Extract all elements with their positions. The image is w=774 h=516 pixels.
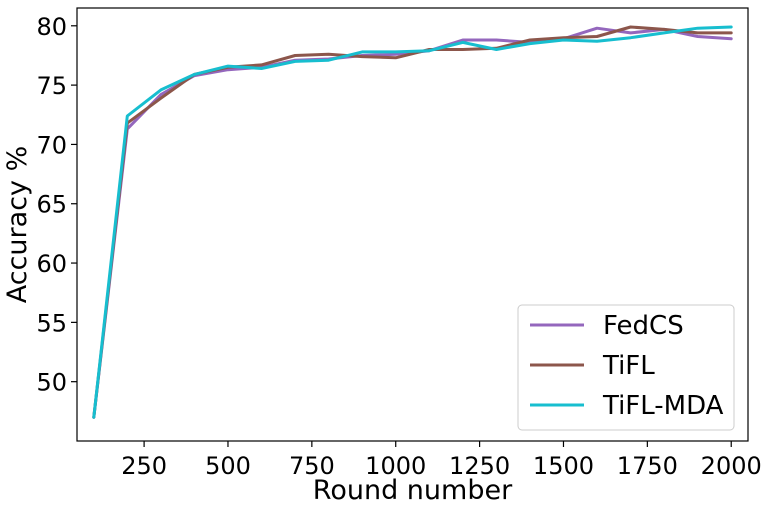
y-tick-label: 55 [36, 309, 67, 337]
legend-label-tifl-mda: TiFL-MDA [602, 391, 724, 421]
x-axis-label: Round number [313, 475, 513, 506]
x-tick-label: 500 [205, 452, 251, 480]
legend-label-fedcs: FedCS [603, 311, 684, 341]
x-tick-label: 1500 [533, 452, 594, 480]
legend-label-tifl: TiFL [602, 351, 655, 381]
x-tick-label: 250 [121, 452, 167, 480]
series-line-tifl-mda [92, 25, 733, 419]
x-tick-label: 750 [289, 452, 335, 480]
y-tick-label: 60 [36, 250, 67, 278]
y-axis-label: Accuracy % [2, 146, 33, 304]
axis-ticks: 250 500 750 1000 1250 1500 1750 2000 50 55 60 65 70 7… [36, 13, 761, 480]
y-tick-label: 80 [36, 13, 67, 41]
y-tick-label: 70 [36, 131, 67, 159]
x-tick-label: 1000 [365, 452, 426, 480]
y-tick-label: 65 [36, 191, 67, 219]
legend: FedCS TiFL TiFL-MDA [517, 304, 735, 431]
x-tick-label: 2000 [701, 452, 762, 480]
series-lines [92, 25, 733, 419]
x-tick-label: 1750 [617, 452, 678, 480]
x-tick-label: 1250 [449, 452, 510, 480]
plot-area-frame [76, 7, 749, 442]
y-tick-label: 50 [36, 369, 67, 397]
y-tick-label: 75 [36, 72, 67, 100]
legend-box [517, 304, 735, 431]
